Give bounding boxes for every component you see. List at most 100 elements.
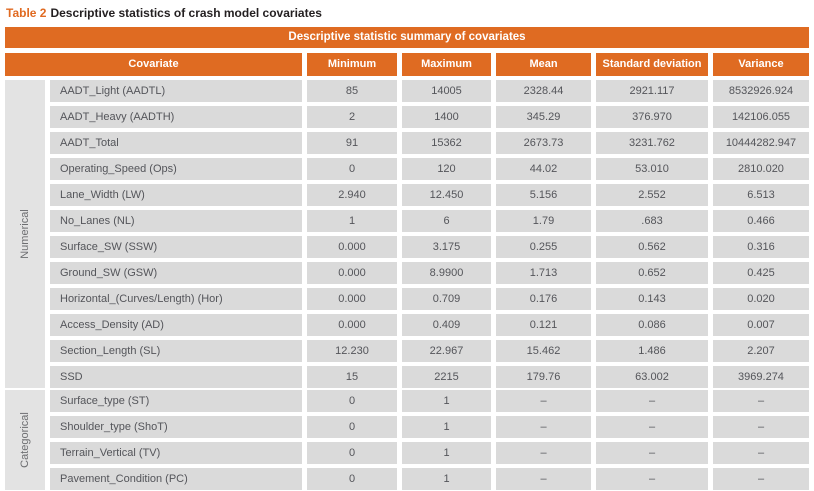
covariate-cell: Ground_SW (GSW) — [50, 262, 302, 284]
value-cell: 12.450 — [402, 184, 491, 206]
covariate-cell: Surface_type (ST) — [50, 390, 302, 412]
value-cell: 0.020 — [713, 288, 809, 310]
value-cell: 44.02 — [496, 158, 591, 180]
value-cell: 376.970 — [596, 106, 708, 128]
covariate-cell: Operating_Speed (Ops) — [50, 158, 302, 180]
value-cell: 1.713 — [496, 262, 591, 284]
value-cell: 0.000 — [307, 314, 397, 336]
value-cell: 85 — [307, 80, 397, 102]
column-header-minimum: Minimum — [307, 53, 397, 76]
value-cell: – — [596, 416, 708, 438]
column-header-variance: Variance — [713, 53, 809, 76]
value-cell: 12.230 — [307, 340, 397, 362]
table-row: Operating_Speed (Ops) 0 120 44.02 53.010 2810… — [50, 158, 809, 180]
table-caption-text: Descriptive statistics of crash model co… — [50, 6, 322, 20]
value-cell: 0.255 — [496, 236, 591, 258]
table-row: Lane_Width (LW) 2.940 12.450 5.156 2.552 6.51… — [50, 184, 809, 206]
value-cell: 2810.020 — [713, 158, 809, 180]
value-cell: 91 — [307, 132, 397, 154]
value-cell: 345.29 — [496, 106, 591, 128]
covariate-cell: Shoulder_type (ShoT) — [50, 416, 302, 438]
value-cell: 0.316 — [713, 236, 809, 258]
value-cell: 0.000 — [307, 262, 397, 284]
numerical-rows: AADT_Light (AADTL) 85 14005 2328.44 2921.117… — [50, 80, 809, 388]
value-cell: 1.486 — [596, 340, 708, 362]
value-cell: – — [496, 468, 591, 490]
table-row: Horizontal_(Curves/Length) (Hor) 0.000 0.7… — [50, 288, 809, 310]
table-row: Shoulder_type (ShoT) 0 1– – – — [50, 416, 809, 438]
value-cell: .683 — [596, 210, 708, 232]
column-header-mean: Mean — [496, 53, 591, 76]
descriptive-statistics-table: Descriptive statistic summary of covaria… — [5, 27, 809, 490]
table-row: Terrain_Vertical (TV) 0 1– – – — [50, 442, 809, 464]
value-cell: 0.086 — [596, 314, 708, 336]
value-cell: 2328.44 — [496, 80, 591, 102]
value-cell: 10444282.947 — [713, 132, 809, 154]
table-row: Section_Length (SL) 12.230 22.967 15.462 1.4… — [50, 340, 809, 362]
value-cell: 0.000 — [307, 288, 397, 310]
covariate-cell: Lane_Width (LW) — [50, 184, 302, 206]
table-title-bar: Descriptive statistic summary of covaria… — [5, 27, 809, 48]
value-cell: 2921.117 — [596, 80, 708, 102]
value-cell: 0.652 — [596, 262, 708, 284]
value-cell: 0.007 — [713, 314, 809, 336]
value-cell: 1 — [402, 416, 491, 438]
value-cell: 8.9900 — [402, 262, 491, 284]
value-cell: 14005 — [402, 80, 491, 102]
value-cell: 1.79 — [496, 210, 591, 232]
value-cell: 2.940 — [307, 184, 397, 206]
table-row: Access_Density (AD) 0.000 0.409 0.121 0.086 0… — [50, 314, 809, 336]
value-cell: 1400 — [402, 106, 491, 128]
table-row: Pavement_Condition (PC) 0 1– – – — [50, 468, 809, 490]
value-cell: 179.76 — [496, 366, 591, 388]
column-header-row: Covariate Minimum Maximum Mean Standard … — [5, 53, 809, 76]
table-row: No_Lanes (NL) 1 6 1.79.683 0.466 — [50, 210, 809, 232]
value-cell: – — [496, 442, 591, 464]
value-cell: 3231.762 — [596, 132, 708, 154]
covariate-cell: Surface_SW (SSW) — [50, 236, 302, 258]
table-row: SSD 15 2215 179.76 63.002 3969.274 — [50, 366, 809, 388]
covariate-cell: Pavement_Condition (PC) — [50, 468, 302, 490]
value-cell: 1 — [402, 468, 491, 490]
covariate-cell: Access_Density (AD) — [50, 314, 302, 336]
value-cell: 2215 — [402, 366, 491, 388]
value-cell: 0.562 — [596, 236, 708, 258]
value-cell: 5.156 — [496, 184, 591, 206]
value-cell: – — [713, 468, 809, 490]
covariate-cell: SSD — [50, 366, 302, 388]
value-cell: 15362 — [402, 132, 491, 154]
column-header-covariate: Covariate — [5, 53, 302, 76]
value-cell: 63.002 — [596, 366, 708, 388]
value-cell: 0 — [307, 442, 397, 464]
value-cell: – — [713, 442, 809, 464]
value-cell: 6 — [402, 210, 491, 232]
value-cell: 120 — [402, 158, 491, 180]
covariate-cell: AADT_Heavy (AADTH) — [50, 106, 302, 128]
value-cell: 142106.055 — [713, 106, 809, 128]
value-cell: 8532926.924 — [713, 80, 809, 102]
value-cell: 3.175 — [402, 236, 491, 258]
value-cell: 22.967 — [402, 340, 491, 362]
covariate-cell: AADT_Total — [50, 132, 302, 154]
group-label-numerical: Numerical — [5, 80, 45, 388]
covariate-cell: AADT_Light (AADTL) — [50, 80, 302, 102]
value-cell: 0 — [307, 416, 397, 438]
table-caption: Table 2 Descriptive statistics of crash m… — [5, 4, 809, 27]
value-cell: 0.409 — [402, 314, 491, 336]
value-cell: 1 — [402, 390, 491, 412]
table-row: AADT_Total 91 15362 2673.73 3231.762 10444282… — [50, 132, 809, 154]
value-cell: 0.425 — [713, 262, 809, 284]
value-cell: 15 — [307, 366, 397, 388]
value-cell: – — [596, 468, 708, 490]
value-cell: 2673.73 — [496, 132, 591, 154]
value-cell: 1 — [402, 442, 491, 464]
covariate-cell: Horizontal_(Curves/Length) (Hor) — [50, 288, 302, 310]
table-row: Surface_SW (SSW) 0.000 3.175 0.255 0.562 0.31… — [50, 236, 809, 258]
value-cell: 0 — [307, 390, 397, 412]
value-cell: 53.010 — [596, 158, 708, 180]
value-cell: 0.143 — [596, 288, 708, 310]
value-cell: 0.176 — [496, 288, 591, 310]
value-cell: 0 — [307, 158, 397, 180]
table-row: AADT_Light (AADTL) 85 14005 2328.44 2921.117… — [50, 80, 809, 102]
